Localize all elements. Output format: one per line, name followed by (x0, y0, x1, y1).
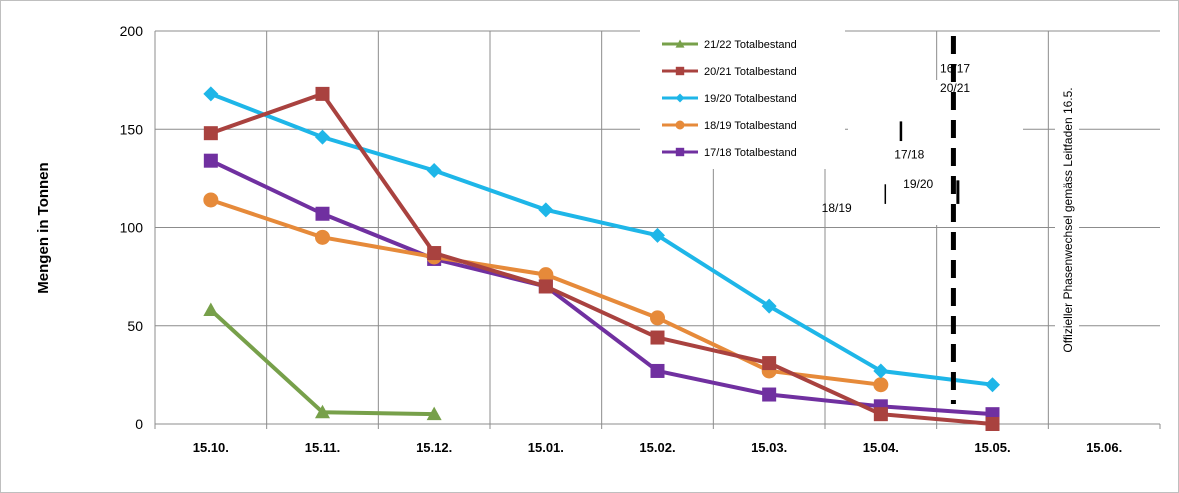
data-point (762, 387, 777, 402)
data-point (761, 298, 777, 314)
data-point (985, 417, 1000, 431)
y-axis-label: Mengen in Tonnen (35, 162, 52, 293)
data-point (650, 363, 665, 378)
y-tick-label: 50 (127, 318, 143, 334)
x-tick-label: 15.11. (305, 440, 340, 455)
legend-label: 18/19 Totalbestand (704, 120, 797, 132)
phase-label-background (1055, 40, 1079, 400)
data-point (873, 407, 888, 422)
legend-label: 21/22 Totalbestand (704, 39, 797, 51)
legend: 21/22 Totalbestand 20/21 Totalbestand 19/2… (640, 30, 845, 169)
data-point (203, 86, 219, 102)
legend-swatch-marker (675, 120, 685, 130)
legend-swatch-marker (675, 66, 685, 76)
y-tick-label: 0 (135, 416, 143, 432)
axes: 0 50 100 150 200 15.10. 15.11. 15.12. 15.01. 15.0… (120, 23, 1161, 455)
x-tick-label: 15.10. (193, 440, 229, 455)
series-20-21 (203, 86, 1000, 431)
legend-swatch-marker (675, 147, 685, 157)
data-point (315, 404, 330, 419)
legend-entry: 19/20 Totalbestand (662, 93, 797, 105)
data-point (650, 310, 665, 326)
phase-change-label: Offizieller Phasenwechsel gemäss Leitfad… (1061, 87, 1075, 352)
legend-entry: 21/22 Totalbestand (662, 39, 797, 51)
x-tick-label: 15.01. (528, 440, 564, 455)
x-tick-label: 15.05. (974, 440, 1010, 455)
series-19-20 (203, 86, 1000, 393)
y-tick-label: 150 (120, 121, 144, 137)
data-point (315, 86, 330, 101)
data-point (873, 377, 889, 393)
legend-label: 19/20 Totalbestand (704, 93, 797, 105)
annotation-label: 20/21 (940, 81, 970, 95)
series-group (203, 86, 1000, 431)
data-point (985, 377, 1000, 393)
legend-label: 17/18 Totalbestand (704, 147, 797, 159)
legend-entry: 18/19 Totalbestand (662, 120, 797, 132)
data-point (538, 267, 554, 283)
x-tick-label: 15.04. (863, 440, 899, 455)
legend-entry: 17/18 Totalbestand (662, 147, 797, 159)
y-tick-label: 200 (120, 23, 144, 39)
series-line-20-21 (210, 91, 993, 426)
legend-label: 20/21 Totalbestand (704, 66, 797, 78)
data-point (650, 330, 665, 345)
data-point (315, 129, 330, 145)
data-point (426, 163, 442, 179)
data-point (315, 206, 330, 221)
data-point (538, 279, 553, 294)
x-tick-label: 15.02. (639, 440, 675, 455)
y-tick-label: 100 (120, 220, 144, 236)
data-point (650, 227, 665, 243)
annotation-label: 19/20 (903, 177, 933, 191)
data-point (762, 356, 777, 371)
data-point (203, 126, 218, 141)
data-point (427, 246, 442, 261)
series-line-19-20 (210, 92, 993, 387)
x-tick-label: 15.12. (416, 440, 452, 455)
x-tick-label: 15.06. (1086, 440, 1122, 455)
legend-entry: 20/21 Totalbestand (662, 66, 797, 78)
data-point (315, 229, 330, 245)
data-point (538, 202, 554, 218)
annotation-label: 17/18 (894, 148, 924, 162)
x-tick-label: 15.03. (751, 440, 787, 455)
annotation-background (848, 80, 1023, 225)
annotation-label: 18/19 (822, 201, 852, 215)
legend-swatch-marker (675, 39, 685, 48)
series-21-22 (203, 302, 442, 421)
legend-swatch-marker (675, 93, 685, 103)
data-point (203, 302, 219, 317)
data-point (203, 192, 219, 208)
data-point (203, 153, 218, 168)
data-point (426, 406, 442, 421)
data-point (873, 363, 889, 379)
